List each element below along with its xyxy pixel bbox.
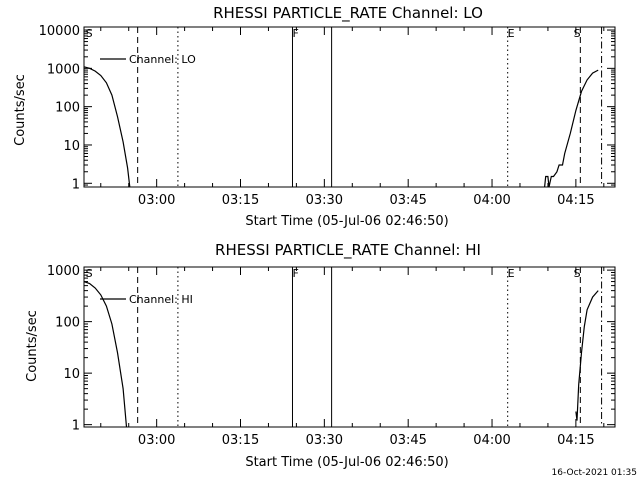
y-tick-label: 1000 bbox=[47, 264, 80, 279]
y-tick-label: 100 bbox=[55, 316, 80, 331]
event-marker-label: E bbox=[508, 27, 515, 40]
chart-title: RHESSI PARTICLE_RATE Channel: HI bbox=[215, 241, 481, 260]
x-tick-label: 03:30 bbox=[306, 193, 343, 208]
event-marker-label: S bbox=[574, 27, 581, 40]
event-marker-label: F bbox=[292, 267, 298, 280]
plot-frame bbox=[83, 266, 616, 428]
legend-label: Channel: HI bbox=[129, 293, 193, 306]
y-tick-label: 1000 bbox=[47, 62, 80, 77]
x-tick-label: 03:30 bbox=[306, 433, 343, 448]
x-axis-label: Start Time (05-Jul-06 02:46:50) bbox=[245, 455, 448, 470]
y-tick-label: 10 bbox=[63, 367, 80, 382]
series-line bbox=[544, 69, 599, 187]
panel-hi: RHESSI PARTICLE_RATE Channel: HI Counts/… bbox=[25, 241, 616, 470]
x-tick-label: 04:15 bbox=[557, 193, 594, 208]
plot-frame bbox=[83, 26, 616, 188]
event-marker-label: S bbox=[86, 27, 93, 40]
event-marker-label: S bbox=[86, 267, 93, 280]
y-tick-label: 1 bbox=[72, 177, 80, 192]
event-marker-label: E bbox=[508, 267, 515, 280]
y-axis-label: Counts/sec bbox=[13, 74, 28, 146]
x-tick-label: 04:15 bbox=[557, 433, 594, 448]
y-tick-label: 10 bbox=[63, 139, 80, 154]
y-tick-label: 1 bbox=[72, 419, 80, 434]
legend-label: Channel: LO bbox=[129, 53, 196, 66]
panel-lo: RHESSI PARTICLE_RATE Channel: LO Counts/… bbox=[13, 4, 616, 229]
y-tick-label: 100 bbox=[55, 101, 80, 116]
x-tick-label: 03:00 bbox=[138, 433, 175, 448]
y-tick-label: 10000 bbox=[39, 24, 80, 39]
x-tick-label: 03:15 bbox=[222, 433, 259, 448]
x-tick-label: 03:15 bbox=[222, 193, 259, 208]
chart-title: RHESSI PARTICLE_RATE Channel: LO bbox=[213, 4, 483, 23]
series-line bbox=[575, 290, 599, 421]
series-line bbox=[84, 281, 128, 427]
series-line bbox=[84, 66, 131, 187]
x-tick-label: 03:45 bbox=[389, 193, 426, 208]
x-tick-label: 04:00 bbox=[473, 433, 510, 448]
y-axis-label: Counts/sec bbox=[25, 310, 40, 382]
x-axis-label: Start Time (05-Jul-06 02:46:50) bbox=[245, 214, 448, 229]
event-marker-label: S bbox=[574, 267, 581, 280]
x-tick-label: 04:00 bbox=[473, 193, 510, 208]
event-marker-label: F bbox=[292, 27, 298, 40]
x-tick-label: 03:00 bbox=[138, 193, 175, 208]
x-tick-label: 03:45 bbox=[389, 433, 426, 448]
footer-timestamp: 16-Oct-2021 01:35 bbox=[552, 468, 637, 478]
